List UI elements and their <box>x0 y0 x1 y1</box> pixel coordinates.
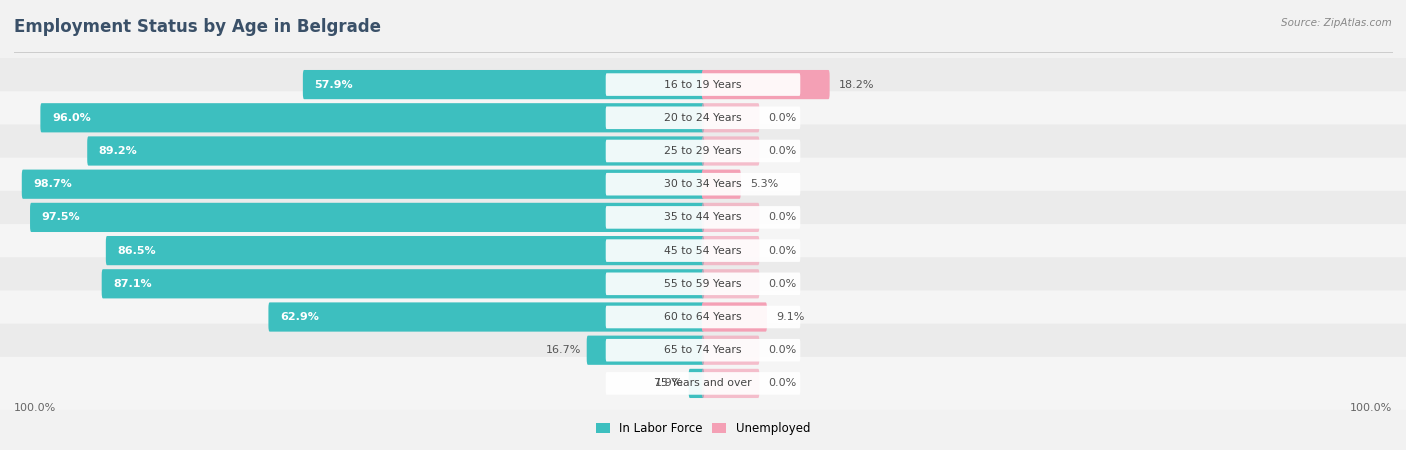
Text: 16 to 19 Years: 16 to 19 Years <box>664 80 742 90</box>
FancyBboxPatch shape <box>0 58 1406 111</box>
Text: 60 to 64 Years: 60 to 64 Years <box>664 312 742 322</box>
FancyBboxPatch shape <box>606 372 800 395</box>
FancyBboxPatch shape <box>0 91 1406 144</box>
FancyBboxPatch shape <box>702 103 759 132</box>
Text: 57.9%: 57.9% <box>315 80 353 90</box>
FancyBboxPatch shape <box>606 107 800 129</box>
FancyBboxPatch shape <box>702 302 766 332</box>
FancyBboxPatch shape <box>702 136 759 166</box>
Text: 0.0%: 0.0% <box>769 212 797 222</box>
FancyBboxPatch shape <box>0 224 1406 277</box>
Text: 0.0%: 0.0% <box>769 378 797 388</box>
FancyBboxPatch shape <box>269 302 704 332</box>
FancyBboxPatch shape <box>702 336 759 365</box>
FancyBboxPatch shape <box>702 170 741 199</box>
FancyBboxPatch shape <box>0 290 1406 343</box>
Text: Source: ZipAtlas.com: Source: ZipAtlas.com <box>1281 18 1392 28</box>
FancyBboxPatch shape <box>87 136 704 166</box>
FancyBboxPatch shape <box>606 273 800 295</box>
FancyBboxPatch shape <box>101 269 704 298</box>
Text: 65 to 74 Years: 65 to 74 Years <box>664 345 742 355</box>
Text: 20 to 24 Years: 20 to 24 Years <box>664 113 742 123</box>
FancyBboxPatch shape <box>702 369 759 398</box>
FancyBboxPatch shape <box>0 158 1406 211</box>
Text: 5.3%: 5.3% <box>749 179 778 189</box>
FancyBboxPatch shape <box>0 125 1406 178</box>
Text: 86.5%: 86.5% <box>117 246 156 256</box>
FancyBboxPatch shape <box>606 73 800 96</box>
FancyBboxPatch shape <box>41 103 704 132</box>
FancyBboxPatch shape <box>302 70 704 99</box>
FancyBboxPatch shape <box>105 236 704 265</box>
FancyBboxPatch shape <box>0 324 1406 377</box>
Text: 0.0%: 0.0% <box>769 146 797 156</box>
FancyBboxPatch shape <box>0 191 1406 244</box>
FancyBboxPatch shape <box>606 140 800 162</box>
Text: 87.1%: 87.1% <box>114 279 152 289</box>
FancyBboxPatch shape <box>689 369 704 398</box>
Text: 55 to 59 Years: 55 to 59 Years <box>664 279 742 289</box>
Text: 100.0%: 100.0% <box>1350 403 1392 413</box>
Legend: In Labor Force, Unemployed: In Labor Force, Unemployed <box>591 418 815 440</box>
Text: 96.0%: 96.0% <box>52 113 91 123</box>
Text: 97.5%: 97.5% <box>42 212 80 222</box>
Text: 0.0%: 0.0% <box>769 345 797 355</box>
FancyBboxPatch shape <box>30 203 704 232</box>
Text: 100.0%: 100.0% <box>14 403 56 413</box>
FancyBboxPatch shape <box>606 339 800 361</box>
Text: 9.1%: 9.1% <box>776 312 804 322</box>
FancyBboxPatch shape <box>702 236 759 265</box>
Text: 35 to 44 Years: 35 to 44 Years <box>664 212 742 222</box>
Text: 30 to 34 Years: 30 to 34 Years <box>664 179 742 189</box>
FancyBboxPatch shape <box>0 257 1406 310</box>
Text: 18.2%: 18.2% <box>839 80 875 90</box>
Text: 45 to 54 Years: 45 to 54 Years <box>664 246 742 256</box>
FancyBboxPatch shape <box>0 357 1406 410</box>
Text: 62.9%: 62.9% <box>280 312 319 322</box>
Text: 75 Years and over: 75 Years and over <box>654 378 752 388</box>
Text: 0.0%: 0.0% <box>769 113 797 123</box>
FancyBboxPatch shape <box>702 203 759 232</box>
FancyBboxPatch shape <box>606 239 800 262</box>
Text: 98.7%: 98.7% <box>34 179 72 189</box>
FancyBboxPatch shape <box>606 206 800 229</box>
Text: 1.9%: 1.9% <box>655 378 683 388</box>
Text: 16.7%: 16.7% <box>546 345 581 355</box>
Text: Employment Status by Age in Belgrade: Employment Status by Age in Belgrade <box>14 18 381 36</box>
FancyBboxPatch shape <box>702 269 759 298</box>
Text: 89.2%: 89.2% <box>98 146 138 156</box>
FancyBboxPatch shape <box>702 70 830 99</box>
FancyBboxPatch shape <box>606 173 800 195</box>
FancyBboxPatch shape <box>606 306 800 328</box>
Text: 0.0%: 0.0% <box>769 279 797 289</box>
Text: 0.0%: 0.0% <box>769 246 797 256</box>
FancyBboxPatch shape <box>21 170 704 199</box>
Text: 25 to 29 Years: 25 to 29 Years <box>664 146 742 156</box>
FancyBboxPatch shape <box>586 336 704 365</box>
